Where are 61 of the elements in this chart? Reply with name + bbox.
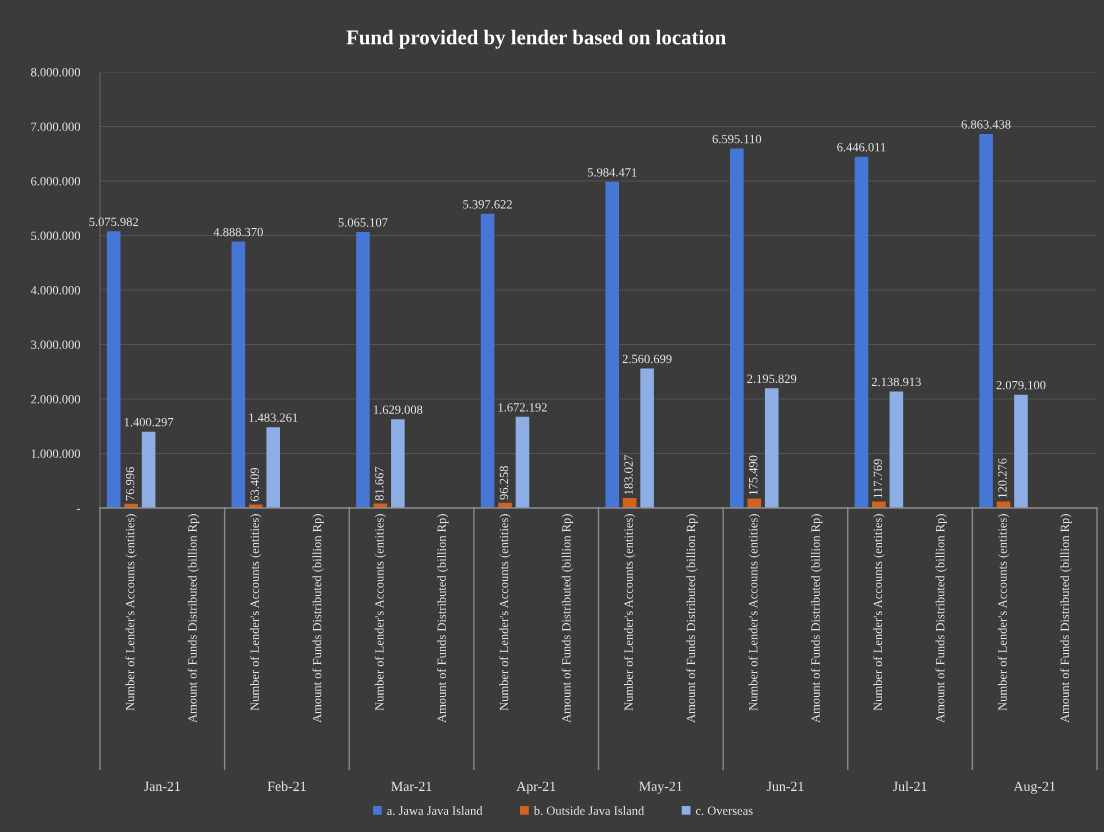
legend-label: b. Outside Java Island: [533, 806, 645, 815]
y-tick-label: 2.000.000: [31, 395, 81, 404]
data-label: 5.065.107: [338, 218, 388, 227]
data-label: 4.888.370: [213, 227, 263, 237]
x-tick-label: Number of Lender's Accounts (entities): [125, 514, 137, 711]
x-tick-label: Amount of Funds Distributed (billion Rp): [187, 514, 200, 723]
y-tick-label: 6.000.000: [31, 177, 81, 186]
data-label: 5.984.471: [587, 168, 637, 177]
legend-label: c. Overseas: [695, 806, 753, 815]
y-tick-label: -: [76, 508, 81, 510]
data-label: 81.667: [375, 466, 384, 501]
data-label: 2.079.100: [996, 380, 1046, 390]
data-label: 2.138.913: [871, 377, 921, 387]
data-label: 96.258: [499, 466, 509, 500]
x-axis-title: Feb-21: [267, 781, 306, 792]
data-label: 1.483.261: [249, 413, 298, 422]
y-tick-label: 4.000.000: [30, 286, 81, 295]
data-label: 1.629.008: [373, 405, 423, 414]
data-label: 2.195.829: [747, 374, 797, 384]
x-tick-label: Number of Lender's Accounts (entities): [748, 514, 761, 711]
y-tick-label: 3.000.000: [31, 340, 81, 350]
x-tick-label: Amount of Funds Distributed (billion Rp): [436, 514, 449, 723]
x-tick-label: Amount of Funds Distributed (billion Rp): [1060, 514, 1072, 723]
x-tick-label: Amount of Funds Distributed (billion Rp): [686, 514, 698, 723]
data-label: 117.769: [873, 459, 883, 498]
x-tick-label: Number of Lender's Accounts (entities): [873, 514, 885, 711]
y-tick-label: 5.000.000: [31, 231, 81, 241]
x-tick-label: Number of Lender's Accounts (entities): [250, 514, 262, 711]
x-tick-label: Amount of Funds Distributed (billion Rp): [312, 514, 324, 723]
data-label: 6.863.438: [961, 120, 1011, 129]
y-tick-label: 1.000.000: [31, 449, 81, 459]
data-label: 5.075.982: [89, 217, 139, 227]
data-label: 183.027: [624, 454, 633, 495]
data-label: 1.672.192: [498, 403, 547, 412]
x-tick-label: Amount of Funds Distributed (billion Rp): [810, 514, 823, 723]
x-axis-title: Apr-21: [516, 781, 556, 794]
data-label: 1.400.297: [124, 417, 174, 427]
legend-label: a. Jawa Java Island: [387, 806, 483, 815]
data-label: 120.276: [998, 458, 1007, 498]
x-axis-title: Mar-21: [391, 781, 432, 792]
data-label: 63.409: [250, 467, 259, 502]
y-tick-label: 7.000.000: [31, 122, 81, 132]
data-label: 6.446.011: [837, 142, 886, 152]
x-tick-label: Number of Lender's Accounts (entities): [374, 514, 387, 711]
data-label: 6.595.110: [712, 134, 762, 144]
x-tick-label: Number of Lender's Accounts (entities): [499, 514, 511, 711]
data-label: 175.490: [748, 455, 758, 495]
data-label: 2.560.699: [622, 354, 672, 364]
y-tick-label: 8.000.000: [31, 68, 81, 77]
x-axis-title: Jan-21: [144, 781, 180, 792]
chart-title: Fund provided by lender based on location: [346, 29, 726, 49]
x-axis-title: Aug-21: [1013, 781, 1056, 794]
data-label: 76.996: [125, 467, 135, 501]
x-axis-title: Jun-21: [766, 781, 804, 792]
x-axis-title: May-21: [639, 781, 682, 794]
x-tick-label: Amount of Funds Distributed (billion Rp): [561, 514, 574, 723]
x-tick-label: Number of Lender's Accounts (entities): [623, 514, 636, 711]
data-label: 5.397.622: [463, 200, 512, 209]
x-axis-title: Jul-21: [892, 781, 927, 792]
x-tick-label: Number of Lender's Accounts (entities): [997, 514, 1010, 711]
x-tick-label: Amount of Funds Distributed (billion Rp): [935, 514, 947, 723]
